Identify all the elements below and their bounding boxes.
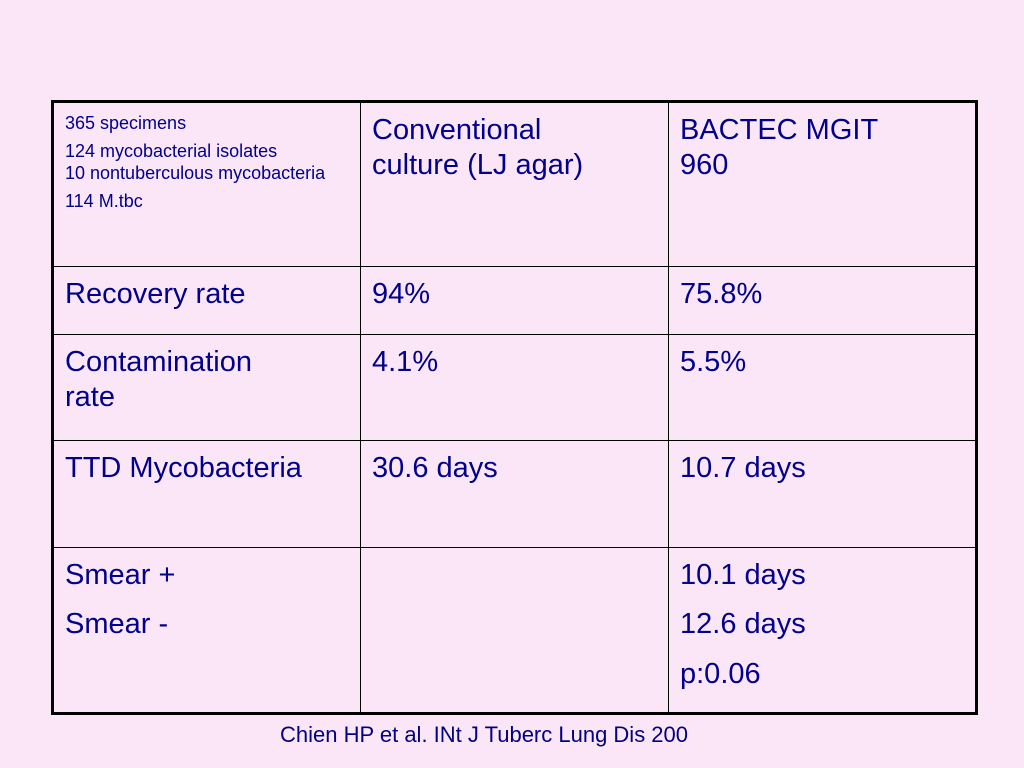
cell-value: 30.6 days xyxy=(372,452,498,484)
cell-value: 12.6 days xyxy=(680,608,806,641)
table-row: TTD Mycobacteria 30.6 days 10.7 days xyxy=(52,440,977,548)
cell-conventional-contamination: 4.1% xyxy=(360,334,669,441)
row-label-text: Contamination xyxy=(65,346,252,378)
row-label-contamination-rate: Contamination rate xyxy=(52,334,361,441)
study-info-mtbc: 114 M.tbc xyxy=(65,190,143,211)
row-label-text: rate xyxy=(65,381,115,414)
study-info-specimens: 365 specimens xyxy=(65,113,187,133)
row-label-text: Smear - xyxy=(65,608,169,641)
study-info-isolates: 124 mycobacterial isolates xyxy=(65,140,278,161)
cell-value: 5.5% xyxy=(680,346,747,378)
cell-mgit-recovery: 75.8% xyxy=(668,266,977,335)
row-label-smear: Smear + Smear - xyxy=(52,547,361,714)
citation: Chien HP et al. INt J Tuberc Lung Dis 20… xyxy=(279,722,689,747)
comparison-table: 365 specimens 124 mycobacterial isolates… xyxy=(51,100,978,715)
cell-value: 10.1 days xyxy=(680,559,806,591)
cell-value: 4.1% xyxy=(372,346,439,378)
cell-value: 94% xyxy=(372,278,431,310)
cell-value: 10.7 days xyxy=(680,452,806,484)
study-info-ntm: 10 nontuberculous mycobacteria xyxy=(65,162,326,183)
cell-mgit-smear: 10.1 days 12.6 days p:0.06 xyxy=(668,547,977,714)
cell-conventional-recovery: 94% xyxy=(360,266,669,335)
row-label-recovery-rate: Recovery rate xyxy=(52,266,361,335)
header-bactec-mgit: BACTEC MGIT 960 xyxy=(668,101,977,267)
header-conventional-culture: Conventional culture (LJ agar) xyxy=(360,101,669,267)
header-mgit-line-2: 960 xyxy=(680,149,729,182)
header-conventional-line-2: culture (LJ agar) xyxy=(372,149,584,182)
table-row: Recovery rate 94% 75.8% xyxy=(52,266,977,335)
cell-value: 75.8% xyxy=(680,278,763,310)
row-label-ttd-mycobacteria: TTD Mycobacteria xyxy=(52,440,361,548)
cell-mgit-contamination: 5.5% xyxy=(668,334,977,441)
study-info-cell: 365 specimens 124 mycobacterial isolates… xyxy=(52,101,361,267)
cell-conventional-smear xyxy=(360,547,669,714)
table-row: Smear + Smear - 10.1 days 12.6 days p:0.… xyxy=(52,547,977,714)
row-label-text: Recovery rate xyxy=(65,278,246,310)
table-row: Contamination rate 4.1% 5.5% xyxy=(52,334,977,441)
cell-conventional-ttd: 30.6 days xyxy=(360,440,669,548)
cell-mgit-ttd: 10.7 days xyxy=(668,440,977,548)
header-conventional-line-1: Conventional xyxy=(372,114,542,146)
row-label-text: Smear + xyxy=(65,559,176,591)
header-mgit-line-1: BACTEC MGIT xyxy=(680,114,879,146)
table-header-row: 365 specimens 124 mycobacterial isolates… xyxy=(52,101,977,267)
cell-value: p:0.06 xyxy=(680,657,761,690)
row-label-text: TTD Mycobacteria xyxy=(65,452,302,484)
